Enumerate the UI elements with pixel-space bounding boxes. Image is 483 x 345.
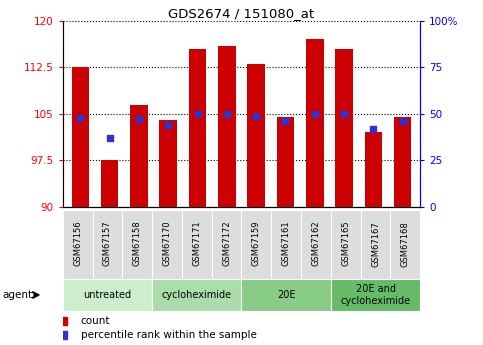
Bar <box>242 279 331 311</box>
Bar <box>361 210 390 279</box>
Text: cycloheximide: cycloheximide <box>162 290 232 300</box>
Text: GSM67171: GSM67171 <box>192 221 201 266</box>
Bar <box>130 105 148 207</box>
Point <box>106 135 114 141</box>
Bar <box>331 210 361 279</box>
Text: percentile rank within the sample: percentile rank within the sample <box>81 331 256 340</box>
Point <box>164 122 172 128</box>
Bar <box>218 46 236 207</box>
Bar <box>93 210 122 279</box>
Text: agent: agent <box>2 290 32 300</box>
Bar <box>152 279 242 311</box>
Bar <box>101 160 118 207</box>
Bar <box>63 210 93 279</box>
Bar <box>242 210 271 279</box>
Text: GSM67170: GSM67170 <box>163 221 171 266</box>
Point <box>369 126 377 131</box>
Point <box>340 111 348 117</box>
Text: GSM67159: GSM67159 <box>252 221 261 266</box>
Point <box>252 113 260 118</box>
Bar <box>335 49 353 207</box>
Bar <box>63 279 152 311</box>
Bar <box>301 210 331 279</box>
Bar <box>212 210 242 279</box>
Bar <box>247 64 265 207</box>
Bar <box>390 210 420 279</box>
Text: 20E and
cycloheximide: 20E and cycloheximide <box>341 284 411 306</box>
Text: GSM67172: GSM67172 <box>222 221 231 266</box>
Bar <box>189 49 206 207</box>
Bar <box>365 132 382 207</box>
Point <box>399 119 407 124</box>
Point <box>135 117 143 122</box>
Point <box>282 119 289 124</box>
Text: GSM67157: GSM67157 <box>103 221 112 266</box>
Text: count: count <box>81 316 110 326</box>
Title: GDS2674 / 151080_at: GDS2674 / 151080_at <box>169 7 314 20</box>
Text: GSM67161: GSM67161 <box>282 221 291 266</box>
Bar <box>71 67 89 207</box>
Text: GSM67162: GSM67162 <box>312 221 320 266</box>
Bar <box>271 210 301 279</box>
Bar <box>152 210 182 279</box>
Point <box>311 111 319 117</box>
Text: GSM67158: GSM67158 <box>133 221 142 266</box>
Bar <box>182 210 212 279</box>
Bar <box>122 210 152 279</box>
Point <box>223 111 231 117</box>
Text: GSM67167: GSM67167 <box>371 221 380 267</box>
Bar <box>277 117 294 207</box>
Bar <box>394 117 412 207</box>
Bar <box>159 120 177 207</box>
Bar <box>306 39 324 207</box>
Bar <box>331 279 420 311</box>
Point <box>194 111 201 117</box>
Point <box>76 115 84 120</box>
Text: GSM67165: GSM67165 <box>341 221 350 266</box>
Text: 20E: 20E <box>277 290 296 300</box>
Text: GSM67168: GSM67168 <box>401 221 410 267</box>
Text: untreated: untreated <box>84 290 131 300</box>
Text: GSM67156: GSM67156 <box>73 221 82 266</box>
